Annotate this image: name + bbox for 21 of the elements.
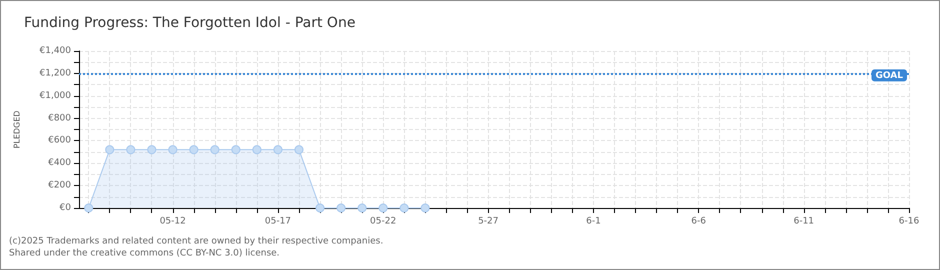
x-tick-label: 05-22: [370, 216, 396, 226]
y-tick-label: €600: [48, 136, 72, 146]
x-tick-label: 6-1: [586, 216, 601, 226]
ref-line-label: GOAL: [876, 70, 904, 81]
chart-title: Funding Progress: The Forgotten Idol - Part One: [24, 15, 356, 31]
y-tick-label: €400: [48, 158, 72, 168]
y-tick-label: €0: [60, 203, 72, 213]
y-tick-label: €1,000: [40, 90, 72, 101]
x-tick-label: 6-6: [691, 216, 706, 226]
x-tick-label: 05-17: [264, 216, 292, 226]
x-tick-label: 5-27: [478, 216, 499, 226]
x-tick-label: 6-11: [794, 216, 814, 226]
y-tick-label: €200: [48, 180, 72, 191]
x-tick-label: 6-16: [898, 216, 920, 226]
y-axis-title: PLEDGED: [12, 110, 22, 148]
text: (c)2025 Trademarks and related content are owned by their respective companies.: [9, 236, 384, 246]
y-tick-label: €800: [48, 113, 72, 124]
y-tick-label: €1,400: [40, 46, 72, 56]
y-tick-label: €1,200: [40, 68, 72, 78]
x-tick-label: 05-12: [160, 216, 186, 226]
text: Shared under the creative commons (CC BY-NC 3.0) license.: [9, 248, 280, 258]
